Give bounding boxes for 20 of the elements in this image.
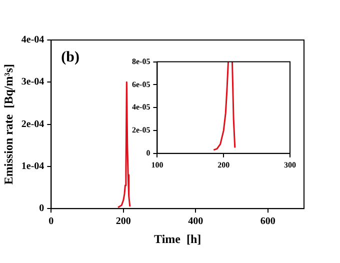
x-tick-label: 0 (48, 216, 54, 228)
x-tick-label: 200 (116, 216, 131, 228)
annotation: (b) (61, 49, 80, 66)
y-tick-label: 1e-04 (21, 161, 44, 172)
x-tick-label: 100 (151, 160, 164, 170)
x-axis-title: Time [h] (154, 232, 202, 246)
y-tick-label: 3e-04 (21, 76, 44, 88)
y-tick-label: 0 (146, 148, 150, 158)
x-tick-label: 400 (188, 216, 204, 228)
y-axis-title: Emission rate [Bq/m³s] (1, 64, 16, 185)
x-tick-label: 600 (260, 216, 276, 228)
y-tick-label: 4e-04 (21, 34, 44, 46)
y-tick-label: 6e-05 (132, 80, 150, 89)
x-tick-label: 200 (218, 160, 230, 170)
y-tick-label: 2e-05 (132, 126, 150, 135)
y-tick-label: 2e-04 (21, 118, 44, 130)
y-tick-label: 4e-05 (132, 102, 150, 112)
x-tick-label: 300 (284, 160, 296, 170)
y-tick-label: 0 (39, 203, 44, 214)
y-tick-label: 8e-05 (132, 56, 150, 66)
